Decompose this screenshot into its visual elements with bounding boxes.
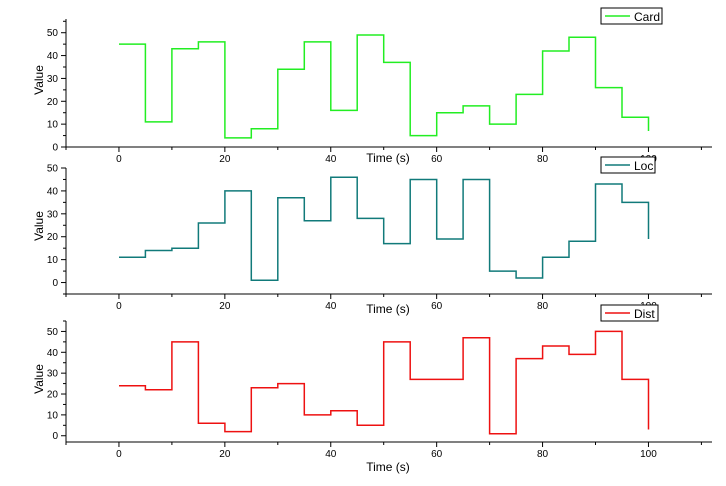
dist-y-tick-label: 0 [52, 431, 58, 442]
dist-y-tick-label: 30 [47, 369, 59, 380]
loc-x-tick-label: 20 [219, 301, 231, 312]
card-series-line [119, 34, 650, 139]
dist-x-tick-label: 80 [537, 449, 549, 460]
card-y-tick-label: 40 [47, 51, 59, 62]
loc-x-tick-label: 80 [537, 301, 549, 312]
loc-y-tick-label: 0 [52, 278, 58, 289]
dist-x-tick-label: 20 [219, 449, 231, 460]
card-y-tick-label: 10 [47, 120, 59, 131]
dist-x-tick-label: 0 [116, 449, 122, 460]
loc-y-tick-label: 20 [47, 232, 59, 243]
loc-x-tick-label: 40 [325, 301, 337, 312]
card-panel: Value Time (s) Card 02040608010001020304… [32, 7, 712, 165]
loc-x-tick-label: 60 [431, 301, 443, 312]
dist-x-tick-label: 60 [431, 449, 443, 460]
card-x-tick-label: 80 [537, 154, 549, 165]
dist-x-tick-label: 40 [325, 449, 337, 460]
card-y-tick-label: 0 [52, 143, 58, 154]
loc-y-tick-label: 50 [47, 164, 59, 175]
loc-x-tick-label: 0 [116, 301, 122, 312]
card-y-tick-label: 30 [47, 74, 59, 85]
card-legend-label: Card [634, 10, 660, 24]
dist-y-tick-label: 10 [47, 410, 59, 421]
dist-y-tick-label: 20 [47, 390, 59, 401]
card-legend-box [600, 7, 663, 25]
loc-x-axis-title: Time (s) [366, 302, 410, 316]
loc-y-tick-label: 40 [47, 186, 59, 197]
card-x-tick-label: 40 [325, 154, 337, 165]
dist-x-axis-title: Time (s) [366, 460, 410, 474]
loc-series-line [119, 176, 650, 282]
loc-panel: Value Time (s) Loc 020406080100010203040… [32, 156, 712, 316]
card-x-tick-label: 60 [431, 154, 443, 165]
loc-y-tick-label: 30 [47, 209, 59, 220]
dist-y-tick-label: 50 [47, 327, 59, 338]
dist-y-tick-label: 40 [47, 348, 59, 359]
card-y-tick-label: 20 [47, 97, 59, 108]
loc-legend-label: Loc [634, 159, 653, 173]
loc-y-tick-label: 10 [47, 255, 59, 266]
card-x-tick-label: 20 [219, 154, 231, 165]
card-y-axis-title: Value [32, 65, 46, 95]
dist-y-axis-title: Value [32, 364, 46, 394]
dist-panel: Value Time (s) Dist 0 20 40 60 80 100 0 10 20 30 4… [32, 304, 712, 474]
dist-legend-label: Dist [634, 307, 655, 321]
card-x-axis-title: Time (s) [366, 151, 410, 165]
dist-x-tick-label: 100 [640, 449, 657, 460]
loc-y-axis-title: Value [32, 211, 46, 241]
card-y-tick-label: 50 [47, 28, 59, 39]
card-x-tick-label: 0 [116, 154, 122, 165]
dist-series-line [119, 330, 650, 435]
